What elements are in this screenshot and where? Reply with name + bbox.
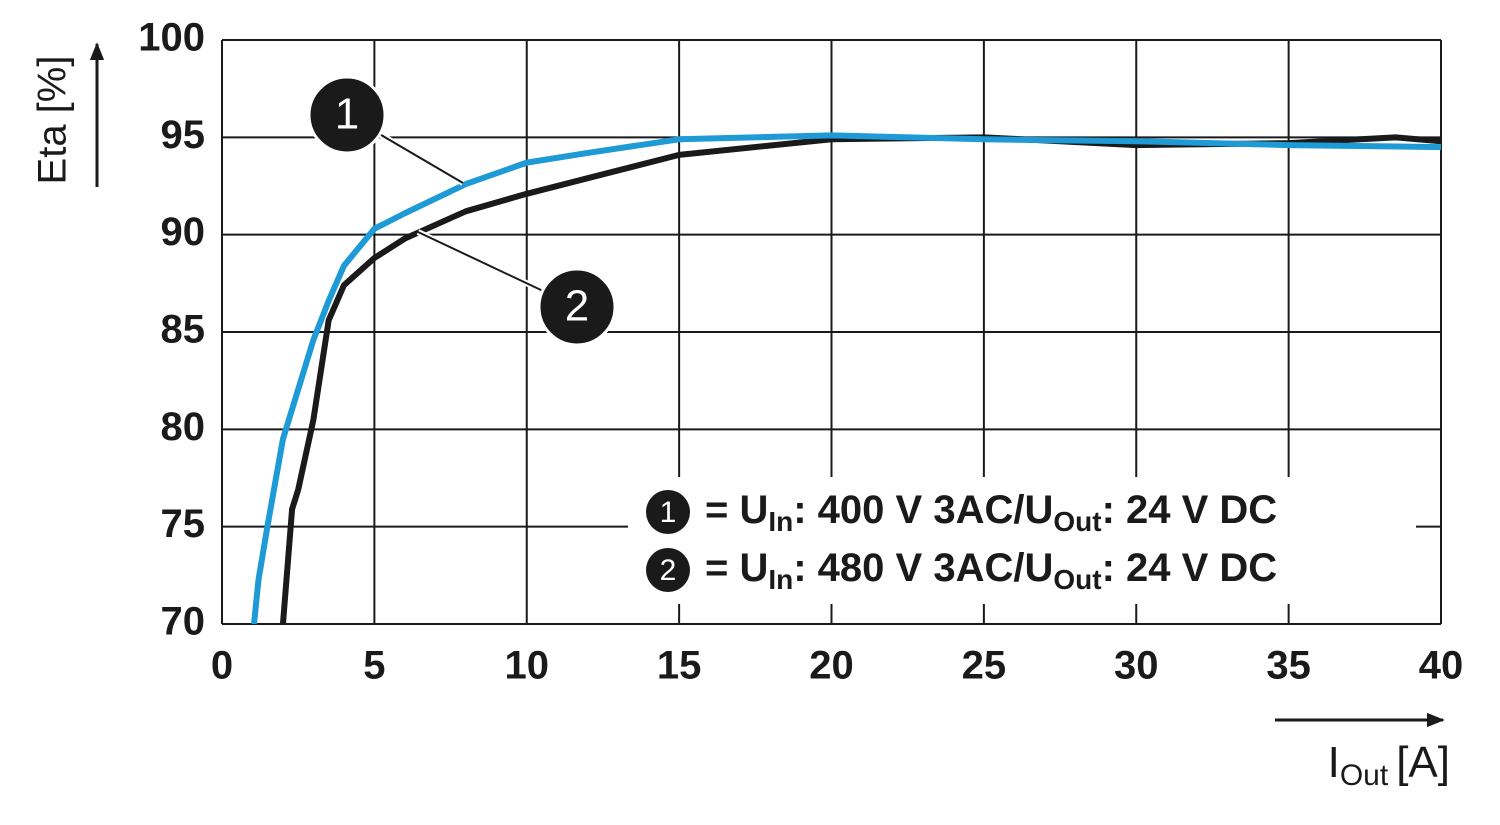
callout-circle [307, 75, 387, 155]
legend-text-part: In [768, 564, 793, 595]
legend-text-part: In [768, 506, 793, 537]
x-tick-label: 30 [1114, 644, 1159, 688]
y-tick-label: 90 [161, 210, 206, 254]
y-axis-label: Eta [%] [31, 56, 75, 185]
legend-marker [646, 548, 690, 592]
x-tick-label: 20 [809, 644, 854, 688]
legend-text-part: : 480 V 3AC/U [793, 546, 1053, 590]
y-tick-label: 100 [138, 16, 205, 60]
y-tick-label: 85 [161, 308, 206, 352]
legend-marker-label: 1 [660, 496, 677, 529]
legend-text-part: : 24 V DC [1102, 546, 1278, 590]
legend-text-part: = U [705, 546, 768, 590]
x-label-unit: [A] [1396, 738, 1450, 787]
legend-marker [646, 490, 690, 534]
legend-text-part: Out [1053, 564, 1101, 595]
legend-text-part: : 24 V DC [1102, 488, 1278, 532]
x-tick-label: 5 [363, 644, 385, 688]
x-axis-label: IOut [A] [1328, 738, 1450, 792]
x-label-sub: Out [1340, 759, 1389, 792]
legend-marker-label: 2 [660, 554, 677, 587]
data-line [251, 132, 1442, 625]
x-tick-label: 40 [1419, 644, 1464, 688]
callout-label: 2 [565, 282, 589, 331]
legend-label: = UIn: 400 V 3AC/UOut: 24 V DC [705, 488, 1277, 538]
legend-text-part: : 400 V 3AC/U [793, 488, 1053, 532]
legend-box [628, 477, 1416, 604]
y-tick-label: 80 [161, 405, 206, 449]
x-tick-label: 35 [1266, 644, 1311, 688]
x-tick-label: 0 [211, 644, 233, 688]
legend-text-part: = U [705, 488, 768, 532]
x-tick-label: 25 [962, 644, 1007, 688]
x-tick-label: 15 [657, 644, 702, 688]
y-tick-label: 70 [161, 600, 206, 644]
y-tick-label: 75 [161, 502, 206, 546]
legend-label: = UIn: 480 V 3AC/UOut: 24 V DC [705, 546, 1277, 596]
x-tick-label: 10 [505, 644, 550, 688]
legend-text-part: Out [1053, 506, 1101, 537]
callout-circle [537, 267, 617, 347]
callout-label: 1 [335, 90, 359, 139]
y-tick-label: 95 [161, 113, 206, 157]
x-label-base: I [1328, 738, 1340, 787]
